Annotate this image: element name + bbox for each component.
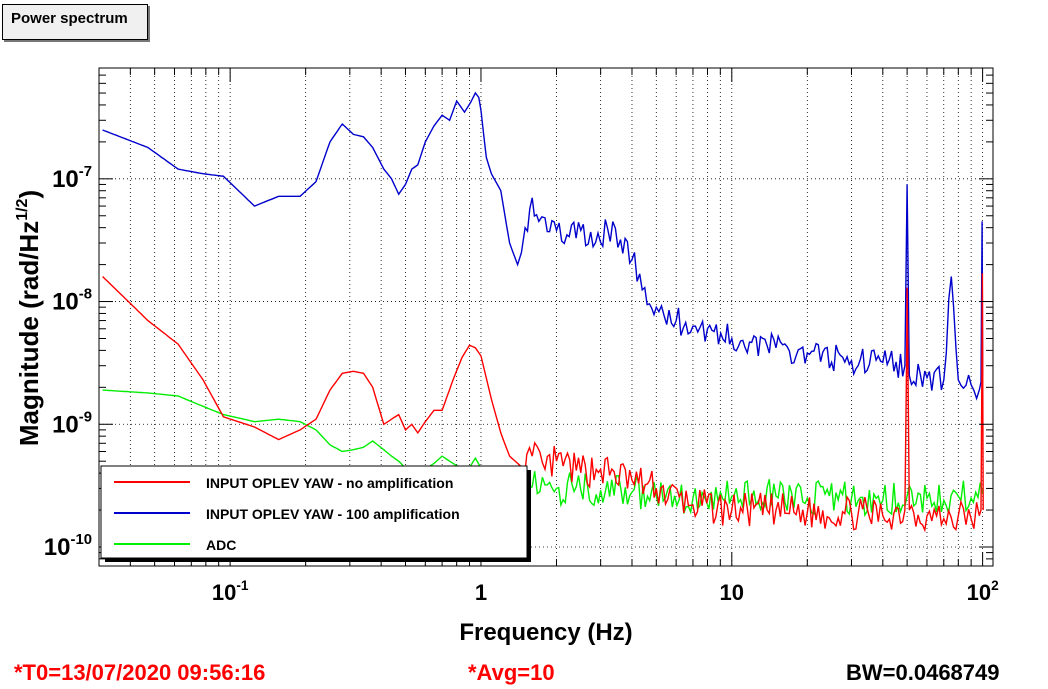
x-tick-label: 1 [475,580,487,605]
y-tick-label: 10-9 [52,409,92,438]
series-line-1 [102,91,984,401]
footer-bw: BW=0.0468749 [846,660,1000,685]
series-line-0 [102,273,984,533]
x-tick-labels: 10-1 1 10 102 [212,578,999,605]
footer-t0: *T0=13/07/2020 09:56:16 [14,660,266,685]
x-tick-label: 102 [967,578,999,605]
x-axis-label: Frequency (Hz) [459,619,632,646]
legend-label: INPUT OPLEV YAW - 100 amplification [206,506,460,522]
y-axis-label: Magnitude (rad/Hz1/2) [14,190,44,446]
legend-label: ADC [206,537,236,553]
legend: INPUT OPLEV YAW - no amplification INPUT … [100,465,531,562]
y-tick-labels: 10-10 10-9 10-8 10-7 [44,164,92,561]
y-tick-label: 10-8 [52,287,92,316]
y-tick-label: 10-10 [44,532,92,561]
legend-label: INPUT OPLEV YAW - no amplification [206,475,453,491]
canvas-title: Power spectrum [11,10,128,27]
x-tick-label: 10-1 [212,578,249,605]
footer-avg: *Avg=10 [468,660,555,685]
plot-frame [98,67,994,567]
x-tick-label: 10 [720,580,744,605]
y-tick-label: 10-7 [52,164,92,193]
series-line-2 [102,389,984,518]
canvas-title-box: Power spectrum [2,4,148,40]
series-group [102,91,984,533]
